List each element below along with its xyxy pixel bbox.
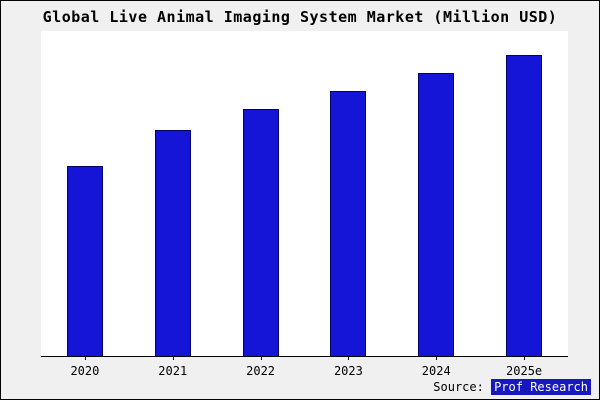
x-axis-label-2024: 2024 [421, 364, 451, 378]
x-axis-label-2025e: 2025e [506, 364, 543, 378]
x-axis-tick [524, 356, 526, 360]
bar-2025e [506, 55, 543, 356]
x-axis-tick [436, 356, 438, 360]
bar-2023 [330, 91, 367, 356]
x-axis-label-2022: 2022 [246, 364, 276, 378]
chart-title: Global Live Animal Imaging System Market… [42, 8, 558, 26]
x-axis-tick [84, 356, 86, 360]
source-publisher-badge: Prof Research [491, 379, 591, 395]
bar-2021 [154, 130, 191, 356]
x-axis-label-2021: 2021 [158, 364, 188, 378]
bar-2024 [418, 73, 455, 356]
x-axis-tick [348, 356, 350, 360]
plot-area: 2020 2021 2022 2023 2024 2025e [41, 31, 568, 378]
x-axis-label-2020: 2020 [70, 364, 100, 378]
source-line: Source: Prof Research [433, 379, 591, 395]
bar-2022 [242, 109, 279, 356]
x-axis-label-2023: 2023 [333, 364, 363, 378]
x-axis-tick [260, 356, 262, 360]
source-prefix: Source: [433, 380, 492, 394]
x-axis-tick [172, 356, 174, 360]
bar-2020 [66, 166, 103, 356]
